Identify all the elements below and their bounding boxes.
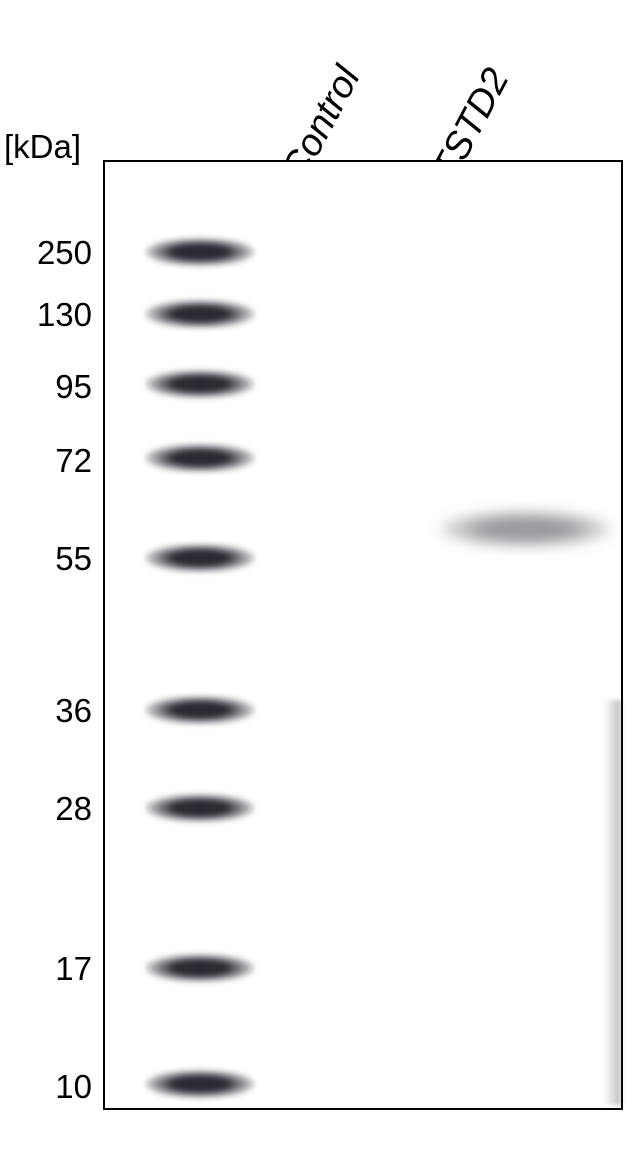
mw-label-10: 10 — [0, 1068, 92, 1106]
ladder-band-130 — [145, 300, 255, 328]
mw-label-17: 17 — [0, 950, 92, 988]
mw-label-55: 55 — [0, 540, 92, 578]
ladder-band-55 — [145, 544, 255, 572]
mw-label-250: 250 — [0, 234, 92, 272]
mw-label-72: 72 — [0, 442, 92, 480]
ladder-band-17 — [145, 954, 255, 982]
membrane-edge-shadow — [603, 700, 621, 1105]
mw-label-28: 28 — [0, 790, 92, 828]
mw-label-130: 130 — [0, 296, 92, 334]
ladder-band-250 — [145, 238, 255, 266]
sample-band-tstd2 — [438, 510, 613, 548]
ladder-band-28 — [145, 794, 255, 822]
ladder-band-10 — [145, 1070, 255, 1098]
ladder-band-72 — [145, 444, 255, 472]
ladder-band-36 — [145, 696, 255, 724]
unit-label: [kDa] — [4, 128, 81, 166]
western-blot-figure: [kDa] Control TSTD2 250 130 95 72 55 36 … — [0, 0, 640, 1150]
mw-label-36: 36 — [0, 692, 92, 730]
mw-label-95: 95 — [0, 368, 92, 406]
ladder-band-95 — [145, 370, 255, 398]
